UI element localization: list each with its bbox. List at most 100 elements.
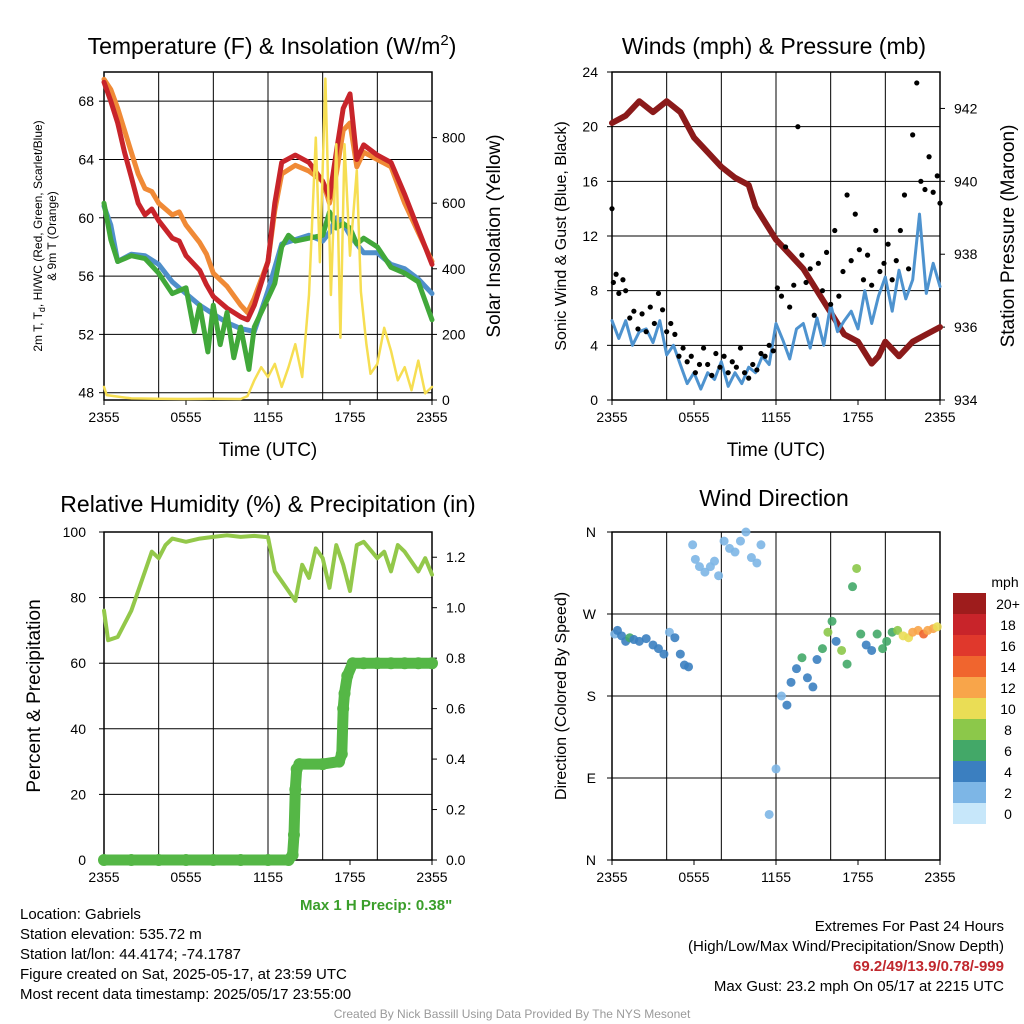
created-text: Figure created on Sat, 2025-05-17, at 23…: [20, 966, 347, 983]
y2-tick-label: 0: [442, 392, 450, 408]
y-tick-label: 60: [70, 655, 86, 671]
gust-point: [836, 293, 842, 299]
wind-direction-point: [823, 627, 833, 637]
wind-direction-point: [653, 644, 663, 654]
wind-direction-point: [842, 659, 852, 669]
label-part: 2m T, T: [31, 311, 45, 351]
gust-point: [881, 260, 887, 266]
gust-point: [639, 311, 645, 317]
gust-point: [754, 367, 760, 373]
precip-point: [293, 758, 306, 771]
title-superscript: 2: [440, 32, 448, 49]
gust-point: [860, 277, 867, 283]
x-tick-label: 2355: [924, 409, 955, 425]
wind-direction-point: [867, 645, 877, 655]
gust-point: [700, 345, 707, 351]
y-tick-label: 0: [590, 392, 598, 408]
x-tick-label: 0555: [678, 409, 709, 425]
wind-direction-point: [756, 540, 766, 550]
precip-point: [346, 657, 359, 670]
wind-direction-point: [837, 645, 847, 655]
x-tick-label: 1755: [842, 869, 873, 885]
precip-point: [335, 748, 348, 761]
y2-axis-label: Solar Insolation (Yellow): [484, 134, 505, 337]
precip-point: [337, 702, 350, 715]
wind-direction-point: [782, 700, 792, 710]
title-text: Temperature (F) & Insolation (W/m: [88, 33, 441, 59]
x-tick-label: 1155: [253, 409, 283, 425]
gust-point: [869, 282, 875, 288]
wind-direction-point: [634, 636, 644, 646]
chart-title: Wind Direction: [699, 485, 849, 511]
gust-point: [651, 320, 657, 327]
gust-point: [848, 258, 854, 264]
precip-point: [341, 669, 354, 682]
wind-direction-point: [882, 636, 892, 646]
gust-point: [623, 288, 629, 294]
y-tick-label: 56: [78, 268, 94, 284]
gust-point: [782, 244, 789, 250]
gust-point: [930, 189, 936, 195]
x-tick-label: 2355: [88, 409, 119, 425]
wind-direction-point: [684, 662, 694, 672]
gust-point: [705, 361, 711, 368]
legend-swatch: [953, 719, 986, 740]
gust-point: [897, 227, 903, 234]
wind-direction-point: [827, 616, 837, 626]
wind-direction-point: [932, 622, 942, 632]
wind-direction-point: [719, 536, 729, 546]
gust-point: [688, 353, 694, 359]
y2-tick-label: 936: [954, 319, 978, 335]
y-tick-label: N: [586, 524, 596, 540]
gust-point: [668, 320, 674, 327]
wind-direction-point: [730, 547, 740, 557]
wind-direction-point: [641, 634, 651, 644]
gust-point: [746, 375, 752, 381]
series-line-wc: [101, 203, 435, 334]
y-axis-label: Sonic Wind & Gust (Blue, Black): [553, 121, 570, 350]
gust-point: [672, 331, 678, 337]
gust-point: [631, 308, 637, 314]
precip-point: [262, 854, 274, 866]
x-tick-label: 2355: [924, 869, 955, 885]
y2-tick-label: 1.0: [446, 600, 466, 616]
gust-point: [873, 227, 879, 234]
y-tick-label: 20: [70, 786, 86, 802]
wind-direction-point: [848, 582, 858, 592]
latlon-text: Station lat/lon: 44.4174; -74.1787: [20, 946, 242, 963]
wind-direction-point: [714, 571, 724, 581]
legend-label: 12: [1000, 680, 1016, 696]
legend-label: 14: [1000, 659, 1016, 675]
gust-point: [696, 361, 703, 368]
x-axis-label: Time (UTC): [219, 440, 318, 461]
location-text: Location: Gabriels: [20, 906, 141, 923]
y-tick-label: 24: [582, 64, 598, 80]
gust-point: [799, 252, 805, 258]
gust-point: [856, 247, 862, 253]
legend-label: 10: [1000, 701, 1016, 717]
gust-point: [729, 359, 735, 365]
series-line-dew: [101, 200, 435, 372]
gust-point: [613, 271, 619, 277]
label-part: , HI/WC (Red, Green, Scarlet/Blue): [31, 120, 45, 307]
gust-point: [610, 279, 616, 286]
gust-point: [864, 252, 871, 258]
wind-direction-point: [802, 673, 812, 683]
gust-point: [733, 364, 739, 370]
series-line-pressure: [609, 98, 943, 367]
gust-point: [713, 350, 719, 357]
y-tick-label: N: [586, 852, 596, 868]
gust-point: [659, 307, 666, 313]
gust-point: [815, 260, 821, 266]
legend-label: 4: [1004, 764, 1012, 780]
x-tick-label: 2355: [416, 409, 447, 425]
gust-point: [725, 370, 731, 376]
gust-point: [926, 154, 932, 160]
precip-point: [357, 657, 370, 670]
y2-tick-label: 1.2: [446, 549, 466, 565]
y2-tick-label: 934: [954, 392, 978, 408]
y2-tick-label: 200: [442, 326, 466, 342]
y2-tick-label: 940: [954, 173, 978, 189]
max-gust-text: Max Gust: 23.2 mph On 05/17 at 2215 UTC: [713, 978, 1004, 995]
wind-direction-point: [688, 540, 698, 550]
